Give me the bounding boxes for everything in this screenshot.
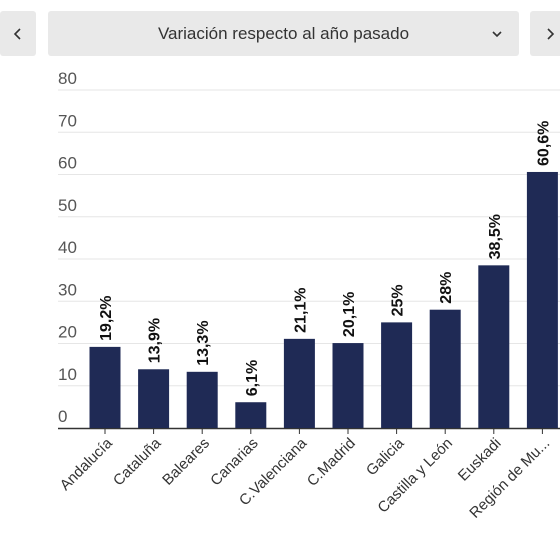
data-label: 28% [438, 272, 455, 304]
bar-chart: 0 10 20 30 40 50 60 70 80 19,2% Andalucía 13,9% Cata… [57, 69, 560, 522]
bar [89, 346, 121, 428]
y-tick-label: 60 [58, 154, 77, 173]
data-label: 20,1% [341, 292, 358, 337]
next-button[interactable] [530, 11, 560, 56]
x-tick-label: Euskadi [455, 435, 505, 485]
x-tick-label: Andalucía [57, 434, 117, 494]
y-tick-label: 30 [58, 280, 77, 299]
y-tick-label: 50 [58, 196, 77, 215]
bar [381, 322, 413, 428]
y-tick-label: 40 [58, 238, 77, 257]
chevron-right-icon [547, 27, 555, 40]
bar [478, 265, 510, 428]
x-tick-label: Cataluña [110, 434, 165, 489]
metric-select-label: Variación respecto al año pasado [157, 24, 410, 43]
bar [526, 171, 558, 428]
data-label: 13,9% [147, 318, 164, 363]
data-label: 13,3% [195, 320, 212, 365]
metric-select[interactable]: Variación respecto al año pasado [48, 11, 519, 56]
data-label: 38,5% [487, 214, 504, 259]
y-tick-label: 70 [58, 111, 77, 130]
y-tick-label: 20 [58, 323, 77, 342]
data-label: 25% [390, 284, 407, 316]
x-tick-label: Baleares [159, 435, 213, 489]
data-label: 60,6% [535, 121, 552, 166]
previous-button[interactable] [0, 11, 36, 56]
bar [332, 343, 364, 428]
y-tick-label: 80 [58, 69, 77, 88]
y-tick-label: 0 [58, 407, 67, 426]
x-tick-label: C.Madrid [304, 435, 359, 490]
data-label: 6,1% [244, 360, 261, 396]
x-tick-label: Galicia [363, 434, 408, 479]
data-label: 19,2% [98, 296, 115, 341]
y-tick-label: 10 [58, 365, 77, 384]
chevron-down-icon [492, 31, 502, 38]
bar [235, 402, 267, 428]
chevron-left-icon [13, 27, 21, 40]
bar [138, 369, 170, 428]
bar [283, 338, 315, 428]
bar [429, 309, 461, 428]
bar [186, 371, 218, 428]
data-label: 21,1% [292, 287, 309, 332]
